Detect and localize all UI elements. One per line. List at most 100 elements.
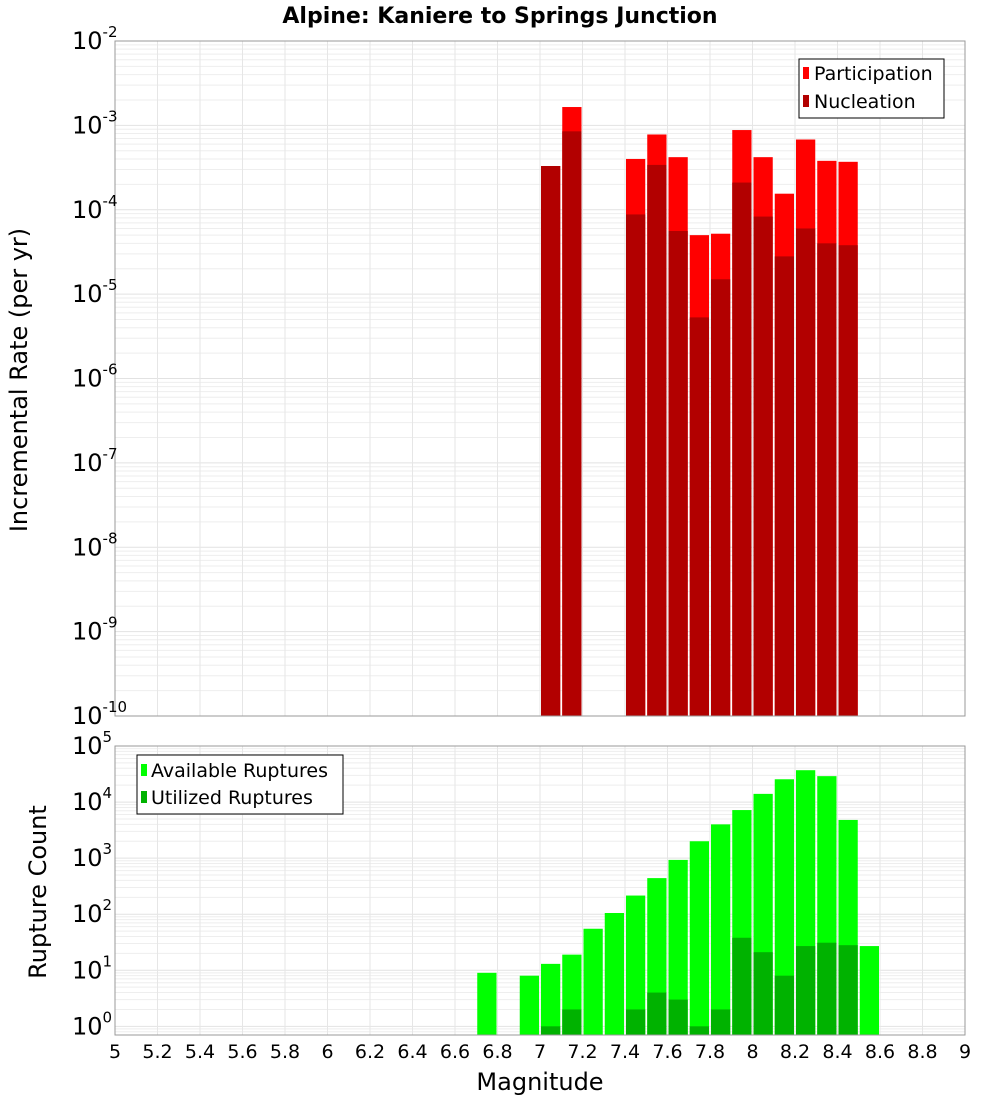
rate-bar-nucleation [626,214,646,717]
x-tick-label: 8.2 [780,1041,810,1063]
rate-bar-nucleation [796,228,816,716]
count-bars [477,770,879,1035]
rate-bar-nucleation [689,317,709,716]
x-tick-label: 6 [321,1041,333,1063]
x-tick-label: 5.2 [142,1041,172,1063]
count-bar-utilized-ruptures [562,1009,582,1035]
count-y-tick-label: 101 [72,952,112,984]
rate-y-tick-label: 10-3 [72,107,118,139]
count-bar-utilized-ruptures [838,945,858,1035]
x-tick-label: 9 [959,1041,971,1063]
participation-legend-label: Participation [814,63,933,85]
rate-bar-nucleation [711,279,731,716]
rate-bar-nucleation [774,256,794,716]
nucleation-legend-swatch [803,95,809,107]
count-y-tick-label: 105 [72,728,112,760]
count-bar-utilized-ruptures [796,946,816,1035]
available-legend-swatch [141,764,147,776]
rate-y-tick-label: 10-7 [72,445,118,477]
count-legend: Available Ruptures Utilized Ruptures [136,754,344,815]
count-bar-utilized-ruptures [668,999,688,1035]
rate-y-tick-label: 10-2 [72,23,118,55]
x-tick-label: 8.4 [822,1041,852,1063]
count-y-tick-label: 100 [72,1008,112,1040]
rate-bars [541,107,858,717]
x-tick-label: 7.6 [652,1041,682,1063]
x-tick-label: 8.8 [907,1041,937,1063]
rate-bar-nucleation [838,245,858,717]
x-tick-label: 5 [109,1041,121,1063]
x-tick-label: 6.2 [355,1041,385,1063]
rate-bar-nucleation [562,131,582,717]
count-bar-utilized-ruptures [626,1009,646,1035]
x-tick-label: 7.8 [695,1041,725,1063]
utilized-legend-swatch [141,791,147,803]
count-legend-box [136,754,344,815]
count-bar-utilized-ruptures [541,1026,561,1035]
nucleation-legend-label: Nucleation [814,91,916,113]
count-bar-available-ruptures [711,824,731,1035]
utilized-legend-label: Utilized Ruptures [151,787,313,809]
rate-legend-box [798,58,945,119]
rate-bar-nucleation [753,216,773,716]
count-bar-available-ruptures [477,972,497,1035]
x-axis-label: Magnitude [476,1068,603,1096]
count-bar-available-ruptures [689,841,709,1035]
x-tick-label: 7 [534,1041,546,1063]
count-bar-utilized-ruptures [647,992,667,1035]
count-y-tick-label: 102 [72,896,112,928]
rate-panel: 10-10 10-9 10-8 10-7 10-6 10-5 10-4 10-3 10-2 In… [5,23,966,730]
rate-y-tick-label: 10-5 [72,276,118,308]
count-bar-utilized-ruptures [732,937,752,1035]
rate-y-tick-label: 10-6 [72,361,118,393]
count-bar-utilized-ruptures [753,952,773,1035]
count-y-axis-label: Rupture Count [24,805,52,979]
count-y-tick-label: 103 [72,840,112,872]
x-tick-label: 5.8 [270,1041,300,1063]
x-tick-label: 7.4 [610,1041,640,1063]
x-tick-label: 8 [746,1041,758,1063]
rate-bar-nucleation [647,164,667,716]
rate-bar-nucleation [668,230,688,716]
chart-title: Alpine: Kaniere to Springs Junction [282,4,717,29]
count-bar-available-ruptures [626,895,646,1035]
rate-y-tick-label: 10-9 [72,614,118,646]
participation-legend-swatch [803,67,809,79]
x-tick-label: 8.6 [865,1041,895,1063]
rate-legend: Participation Nucleation [798,58,945,119]
count-bar-available-ruptures [541,963,561,1035]
x-tick-label: 6.6 [440,1041,470,1063]
count-bar-utilized-ruptures [689,1026,709,1035]
rate-bar-nucleation [732,182,752,716]
count-bar-available-ruptures [583,928,603,1035]
count-y-tick-label: 104 [72,784,112,816]
available-legend-label: Available Ruptures [151,760,328,782]
rate-y-axis-label: Incremental Rate (per yr) [5,228,33,532]
rate-bar-nucleation [817,243,837,717]
rate-y-tick-label: 10-8 [72,529,118,561]
rate-plot-border [114,40,966,717]
count-bar-available-ruptures [604,913,624,1035]
x-tick-label: 7.2 [567,1041,597,1063]
rate-bar-nucleation [541,166,561,717]
count-bar-available-ruptures [519,975,539,1035]
count-bar-available-ruptures [859,946,879,1035]
x-tick-label: 6.8 [482,1041,512,1063]
count-bar-available-ruptures [774,779,794,1035]
count-bar-available-ruptures [668,859,688,1035]
x-tick-label: 6.4 [397,1041,427,1063]
x-tick-label: 5.6 [227,1041,257,1063]
count-plot-border [114,745,966,1036]
count-bar-utilized-ruptures [711,1009,731,1035]
count-panel: 100 101 102 103 104 105 Rupture Count Availab… [24,728,966,1040]
rate-y-ticks: 10-10 10-9 10-8 10-7 10-6 10-5 10-4 10-3 10-2 [72,23,127,730]
rate-y-tick-label: 10-10 [72,698,127,730]
count-bar-utilized-ruptures [817,942,837,1035]
count-y-ticks: 100 101 102 103 104 105 [72,728,112,1040]
count-bar-utilized-ruptures [774,975,794,1035]
x-tick-label: 5.4 [185,1041,215,1063]
x-axis-ticks: 5 5.2 5.4 5.6 5.8 6 6.2 6.4 6.6 6.8 7 7.2 7.4 7.6 7.8 8… [109,1041,971,1063]
rate-gridlines [114,41,966,717]
rate-y-tick-label: 10-4 [72,192,118,224]
